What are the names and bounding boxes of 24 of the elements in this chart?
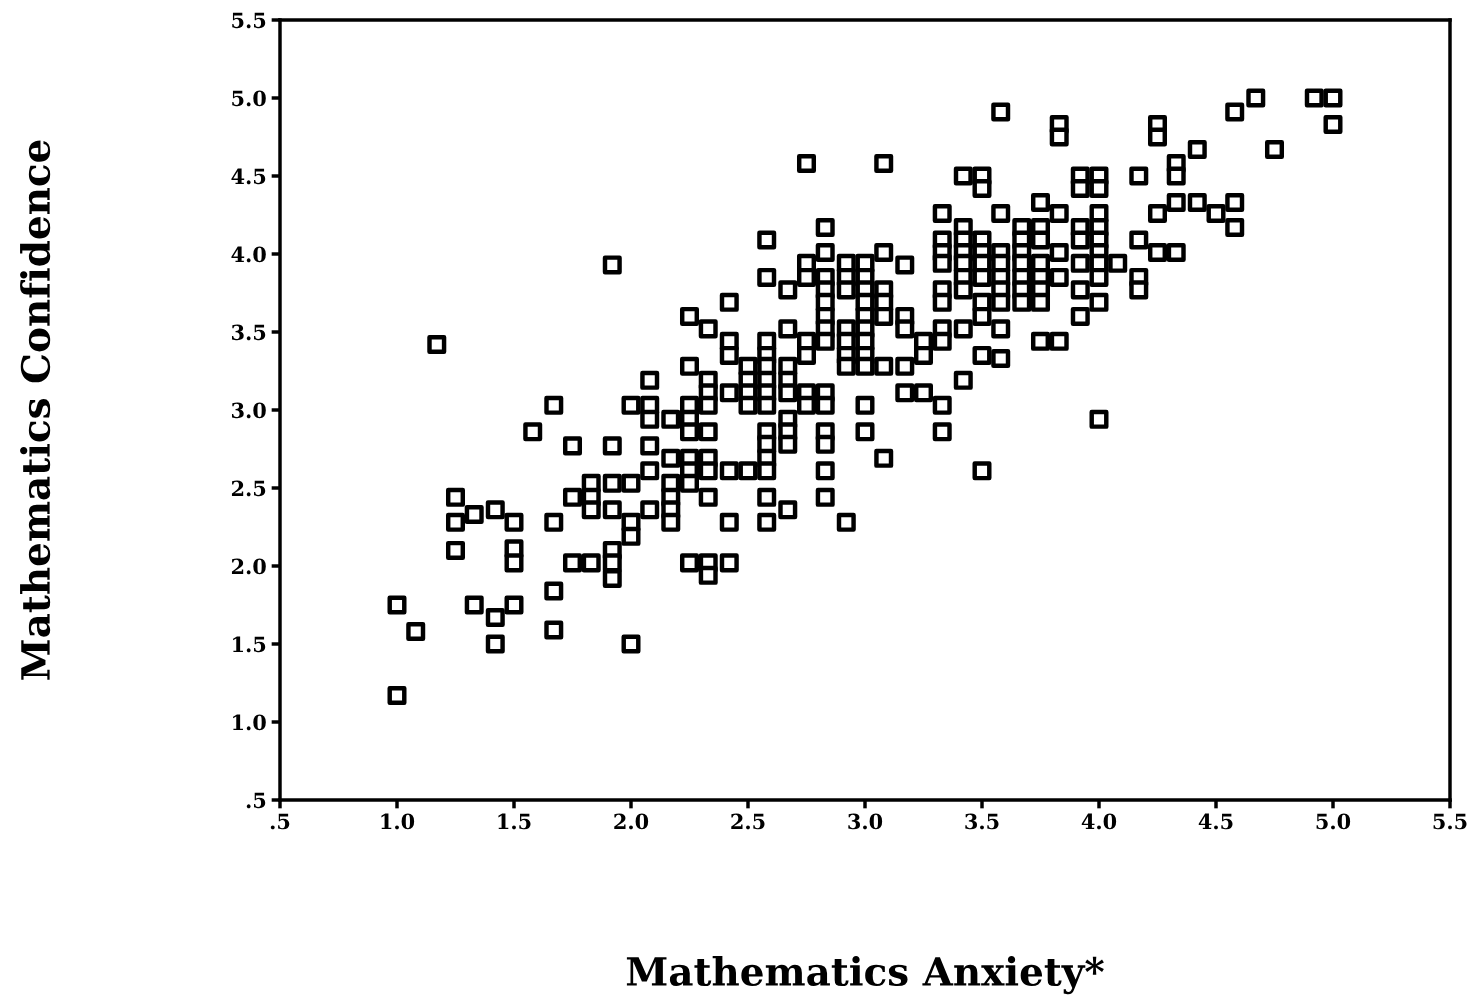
- x-tick-label: 3.5: [965, 813, 999, 830]
- x-tick-label: 5.0: [1316, 813, 1351, 830]
- y-tick-label: 5.5: [232, 12, 266, 29]
- x-tick-label: 4.5: [1198, 813, 1233, 830]
- x-tick-label: 5.5: [1433, 813, 1467, 830]
- y-tick-label: 4.5: [231, 168, 266, 185]
- y-tick-label: 1.0: [233, 714, 266, 731]
- x-axis-title: Mathematics Anxiety*: [626, 956, 1104, 995]
- x-tick-label: 4.0: [1081, 813, 1117, 830]
- y-tick-label: 1.5: [233, 636, 266, 653]
- y-tick-label: 3.0: [232, 402, 266, 419]
- y-tick-label: 2.0: [231, 558, 266, 575]
- y-tick-label: 2.5: [231, 480, 266, 497]
- x-tick-label: 2.5: [731, 813, 765, 830]
- y-tick-label: 4.0: [231, 246, 266, 263]
- x-tick-label: 3.0: [848, 813, 883, 830]
- y-axis-title: Mathematics Confidence: [20, 140, 51, 680]
- x-tick-label: 1.0: [381, 813, 415, 830]
- x-tick-label: 1.5: [498, 813, 531, 830]
- y-tick-label: 3.5: [232, 324, 266, 341]
- y-tick-label: .5: [246, 792, 266, 809]
- x-tick-label: 2.0: [614, 813, 649, 830]
- y-tick-label: 5.0: [232, 90, 266, 107]
- x-tick-label: .5: [270, 813, 290, 830]
